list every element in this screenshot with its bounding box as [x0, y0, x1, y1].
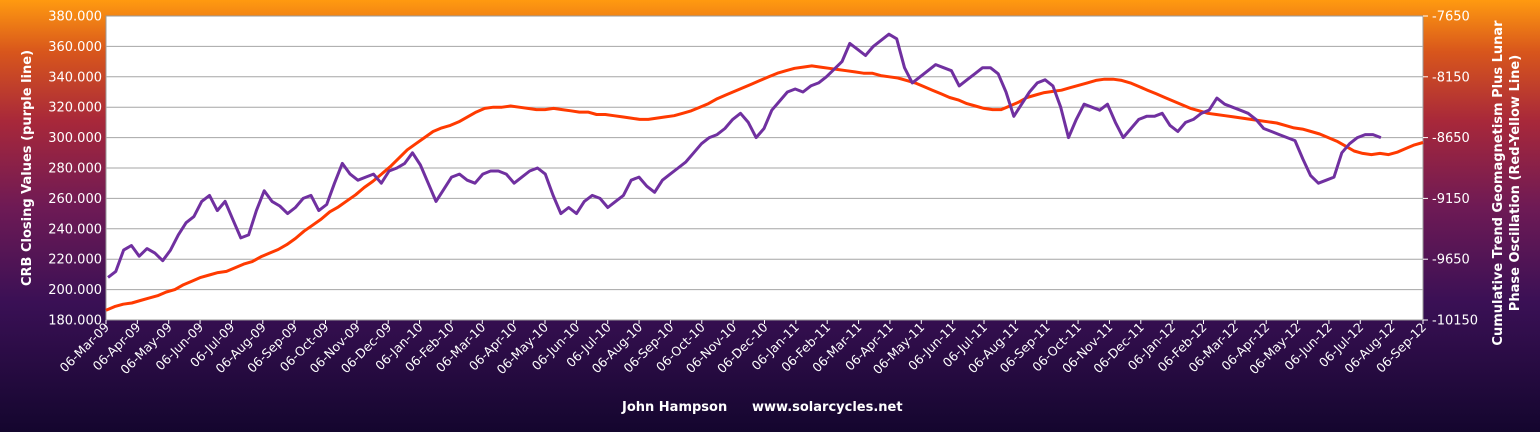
y-right-tick-label: -8150 — [1432, 70, 1470, 85]
footer-website: www.solarcycles.net — [752, 400, 903, 415]
footer-author: John Hampson — [621, 400, 727, 415]
y-left-tick-label: 320.000 — [48, 101, 102, 116]
y-right-axis-title-line1: Cumulative Trend Geomagnetism Plus Lunar — [1491, 20, 1506, 346]
y-left-tick-label: 280.000 — [48, 162, 102, 177]
y-left-tick-label: 240.000 — [48, 222, 102, 237]
crb-closing-line — [107, 32, 1382, 279]
y-left-tick-label: 300.000 — [48, 131, 102, 146]
y-left-tick-label: 220.000 — [48, 253, 102, 268]
y-left-tick-label: 260.000 — [48, 192, 102, 207]
y-right-tick-label: -9650 — [1432, 253, 1470, 268]
y-left-axis-title: CRB Closing Values (purple line) — [20, 50, 35, 286]
gridlines — [106, 45, 1423, 291]
series-lines — [105, 32, 1424, 312]
y-right-tick-label: -7650 — [1432, 10, 1470, 25]
y-left-ticks: 180.000 200.000 220.000 240.000 260.000 280.0… — [48, 10, 102, 329]
y-left-tick-label: 340.000 — [48, 70, 102, 85]
y-left-tick-label: 380.000 — [48, 10, 102, 25]
x-ticks: 06-Mar-0906-Apr-0906-May-0906-Jun-0906-J… — [57, 319, 1430, 377]
y-right-ticks: -10150 -9650 -9150 -8650 -8150 -7650 — [1423, 10, 1478, 329]
y-left-tick-label: 180.000 — [48, 314, 102, 329]
y-left-tick-label: 360.000 — [48, 40, 102, 55]
y-right-tick-label: -9150 — [1432, 192, 1470, 207]
y-left-tick-label: 200.000 — [48, 283, 102, 298]
y-right-tick-label: -8650 — [1432, 131, 1470, 146]
y-right-tick-label: -10150 — [1432, 314, 1478, 329]
y-right-axis-title-line2: Phase Oscillation (Red-Yellow Line) — [1508, 55, 1523, 311]
